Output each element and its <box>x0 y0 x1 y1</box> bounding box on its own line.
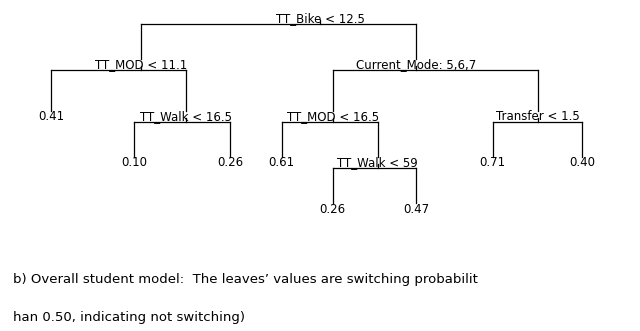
Text: 0.41: 0.41 <box>38 110 64 123</box>
Text: TT_MOD < 11.1: TT_MOD < 11.1 <box>95 58 187 71</box>
Text: b) Overall student model:  The leaves’ values are switching probabilit: b) Overall student model: The leaves’ va… <box>13 273 477 286</box>
Text: 0.71: 0.71 <box>480 156 506 169</box>
Text: 0.61: 0.61 <box>269 156 294 169</box>
Text: Transfer < 1.5: Transfer < 1.5 <box>496 110 579 123</box>
Text: Current_Mode: 5,6,7: Current_Mode: 5,6,7 <box>356 58 476 71</box>
Text: 0.26: 0.26 <box>320 203 346 215</box>
Text: TT_Bike < 12.5: TT_Bike < 12.5 <box>276 12 364 24</box>
Text: TT_Walk < 59: TT_Walk < 59 <box>337 156 418 169</box>
Text: 0.40: 0.40 <box>570 156 595 169</box>
Text: 0.10: 0.10 <box>122 156 147 169</box>
Text: 0.26: 0.26 <box>218 156 243 169</box>
Text: TT_MOD < 16.5: TT_MOD < 16.5 <box>287 110 379 123</box>
Text: TT_Walk < 16.5: TT_Walk < 16.5 <box>140 110 232 123</box>
Text: 0.47: 0.47 <box>403 203 429 215</box>
Text: han 0.50, indicating not switching): han 0.50, indicating not switching) <box>13 311 245 324</box>
